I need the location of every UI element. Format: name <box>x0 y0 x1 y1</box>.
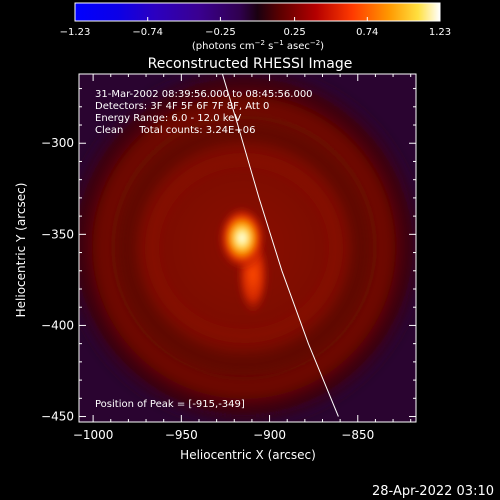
observation-annotations: 31-Mar-2002 08:39:56.000 to 08:45:56.000… <box>95 89 313 136</box>
colorbar-gradient <box>74 2 441 22</box>
colorbar-ticks: −1.23 −0.74 −0.25 0.25 0.74 1.23 <box>60 17 451 38</box>
chart-title: Reconstructed RHESSI Image <box>148 56 353 72</box>
render-timestamp: 28-Apr-2022 03:10 <box>372 484 494 499</box>
y-tick-label: −350 <box>41 227 74 241</box>
x-tick-label: −1000 <box>73 428 114 442</box>
colorbar-tick-label: 0.74 <box>356 27 378 38</box>
x-tick-label: −950 <box>165 428 198 442</box>
annotation-line: Clean Total counts: 3.24E+06 <box>95 125 255 136</box>
colorbar-tick-label: 1.23 <box>429 27 451 38</box>
plot-frame <box>78 73 417 423</box>
colorbar-unit-label: (photons cm−2 s−1 asec−2) <box>192 39 324 52</box>
emission-dark-gap <box>123 129 365 367</box>
peak-position-label: Position of Peak = [-915,-349] <box>95 399 245 410</box>
x-axis-label: Heliocentric X (arcsec) <box>180 448 316 462</box>
y-tick-label: −400 <box>41 318 74 332</box>
y-tick-label: −300 <box>41 136 74 150</box>
colorbar: −1.23 −0.74 −0.25 0.25 0.74 1.23 (photons cm−… <box>60 2 451 52</box>
flare-source <box>218 206 266 270</box>
colorbar-tick-label: −1.23 <box>60 27 91 38</box>
annotation-line: 31-Mar-2002 08:39:56.000 to 08:45:56.000 <box>95 89 313 100</box>
y-axis-ticks: −300 −350 −400 −450 <box>41 88 416 424</box>
x-axis-ticks: −1000 −950 −900 −850 <box>73 74 412 442</box>
colorbar-tick-label: −0.25 <box>205 27 236 38</box>
y-axis-label: Heliocentric Y (arcsec) <box>14 183 28 318</box>
x-tick-label: −900 <box>253 428 286 442</box>
annotation-line: Detectors: 3F 4F 5F 6F 7F 8F, Att 0 <box>95 101 269 112</box>
colorbar-tick-label: −0.74 <box>132 27 163 38</box>
solar-limb-line <box>221 74 339 417</box>
emission-ring-outer <box>93 97 395 399</box>
x-tick-label: −850 <box>341 428 374 442</box>
colorbar-tick-label: 0.25 <box>283 27 305 38</box>
annotation-line: Energy Range: 6.0 - 12.0 keV <box>95 113 241 124</box>
y-tick-label: −450 <box>41 410 74 424</box>
heatmap-image <box>79 74 416 422</box>
emission-ring-inner <box>145 153 343 343</box>
